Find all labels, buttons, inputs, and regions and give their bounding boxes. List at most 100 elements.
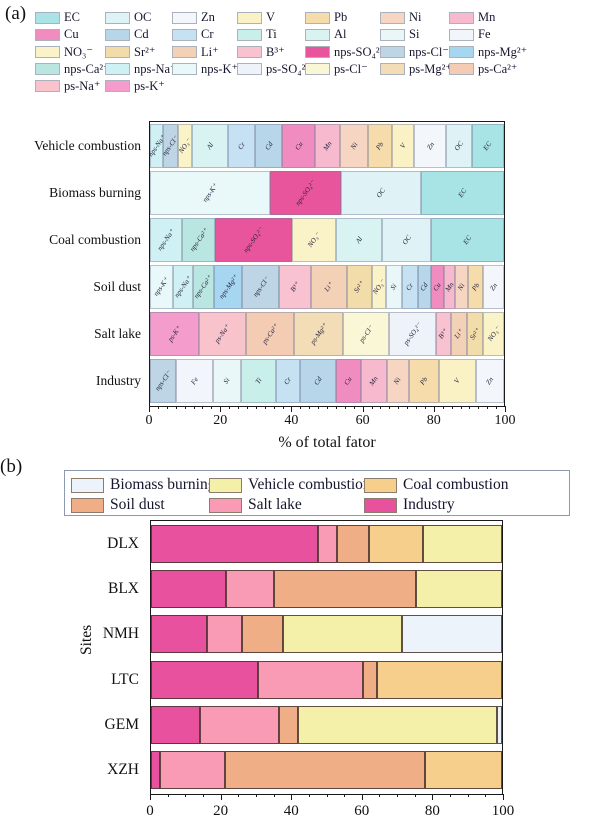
segment-label: nps-Na⁺ — [155, 227, 177, 252]
legend-swatch — [209, 477, 242, 493]
segment-label: nps-K⁺ — [152, 276, 171, 298]
bar-segment: nps-Cl⁻ — [242, 265, 280, 310]
chart-a-plot: nps-Na⁺ nps-Cl⁻ NO₃⁻ Al Cr Cd Cu Mn Ni Pb V Zn OC EC n… — [146, 121, 505, 407]
segment-label: Si — [388, 282, 399, 292]
legend-label: ps-SO₄²⁻ — [266, 62, 312, 77]
x-axis-minor-tick — [282, 405, 284, 409]
bar-segment: Cr — [401, 265, 418, 310]
x-axis-minor-tick — [380, 405, 382, 409]
x-axis-major-tick — [220, 405, 222, 412]
segment-label: B³⁺ — [288, 280, 302, 294]
bar-segment: Sr²⁺ — [466, 312, 483, 357]
legend-swatch — [71, 477, 104, 493]
legend-item: ps-Na⁺ — [35, 78, 100, 95]
bar-segment: Cd — [255, 123, 283, 168]
x-axis-minor-tick — [255, 405, 257, 409]
segment-label: ps-Cl⁻ — [357, 324, 375, 345]
segment-label: V — [398, 141, 408, 150]
bar-segment: NO₃⁻ — [482, 312, 504, 357]
x-axis-minor-tick — [255, 793, 257, 797]
legend-item: Si — [380, 26, 419, 43]
x-axis-minor-tick — [300, 405, 302, 409]
x-axis-minor-tick — [478, 405, 480, 409]
segment-label: EC — [461, 233, 474, 246]
legend-item: ps-SO₄²⁻ — [237, 61, 312, 78]
legend-swatch — [35, 80, 60, 93]
legend-swatch — [172, 11, 197, 24]
legend-label: Soil dust — [110, 496, 165, 513]
segment-label: NO₃⁻ — [177, 136, 193, 155]
legend-label: nps-SO₄²⁻ — [334, 44, 387, 59]
x-axis-major-tick — [432, 793, 434, 800]
x-axis-minor-tick — [335, 405, 337, 409]
segment-label: NO₃⁻ — [485, 325, 502, 344]
legend-item: Fe — [449, 26, 491, 43]
x-axis-minor-tick — [238, 793, 240, 797]
segment-label: Fe — [189, 376, 200, 387]
legend-label: Cu — [64, 27, 79, 42]
bar-segment — [226, 570, 274, 608]
legend-item: Soil dust — [71, 496, 165, 514]
bar-segment: NO₃⁻ — [371, 265, 387, 310]
segment-label: Ti — [253, 376, 264, 386]
bar-row-salt-lake: ps-K⁺ ps-Na⁺ ps-Ca²⁺ ps-Mg²⁺ ps-Cl⁻ ps-SO₄²⁻ B… — [150, 312, 504, 357]
x-axis-tick-label: 40 — [283, 802, 299, 819]
legend-item: Ti — [237, 26, 277, 43]
bar-segment: Mn — [314, 123, 341, 168]
bar-segment: ps-Ca²⁺ — [246, 312, 295, 357]
segment-label: Mn — [321, 139, 334, 152]
bar-segment — [273, 570, 416, 608]
category-label: Vehicle combustion — [34, 137, 141, 153]
x-axis-major-tick — [505, 405, 506, 412]
legend-swatch — [449, 28, 474, 41]
legend-swatch — [449, 63, 474, 76]
bar-segment: EC — [420, 170, 504, 215]
legend-item: ps-K⁺ — [105, 78, 165, 95]
bar-segment — [151, 751, 160, 790]
segment-label: Sr²⁺ — [468, 327, 482, 342]
legend-item: Pb — [305, 9, 347, 26]
bar-segment: Pb — [408, 359, 439, 404]
bar-segment: Cr — [227, 123, 256, 168]
x-axis-tick-label: 20 — [213, 412, 228, 428]
segment-label: Zn — [487, 281, 499, 293]
bar-segment: Sr²⁺ — [346, 265, 372, 310]
legend-item: V — [237, 9, 275, 26]
bar-segment: Li⁺ — [450, 312, 467, 357]
bar-segment: Ti — [241, 359, 277, 404]
legend-swatch — [380, 28, 405, 41]
bar-segment: ps-Cl⁻ — [343, 312, 390, 357]
legend-swatch — [105, 63, 130, 76]
segment-label: Ni — [392, 376, 403, 387]
legend-label: Li⁺ — [201, 44, 219, 59]
x-axis-minor-tick — [211, 405, 213, 409]
legend-swatch — [209, 497, 242, 513]
x-axis-major-tick — [291, 793, 293, 800]
segment-label: Al — [353, 235, 364, 245]
bar-row-xzh — [151, 751, 502, 790]
x-axis-minor-tick — [397, 793, 399, 797]
x-axis-major-tick — [361, 793, 363, 800]
legend-label: V — [266, 10, 276, 24]
legend-item: nps-Ca²⁺ — [35, 61, 110, 78]
bar-segment: nps-Ca²⁺ — [193, 265, 214, 310]
legend-swatch — [105, 45, 130, 58]
bar-segment: Ni — [340, 123, 368, 168]
bar-segment — [317, 524, 338, 563]
bar-segment — [207, 615, 243, 654]
legend-label: ps-K⁺ — [134, 79, 165, 94]
legend-label: ps-Na⁺ — [64, 79, 101, 94]
legend-item: Vehicle combustion — [209, 476, 371, 494]
legend-label: Vehicle combustion — [248, 476, 371, 493]
bar-segment — [200, 706, 280, 744]
x-axis-minor-tick — [167, 793, 169, 797]
legend-label: Biomass burning — [110, 476, 216, 493]
x-axis-tick-label: 100 — [491, 802, 515, 819]
legend-swatch — [172, 63, 197, 76]
bar-segment — [337, 524, 369, 563]
x-axis-minor-tick — [389, 405, 391, 409]
category-label: LTC — [111, 670, 139, 688]
x-axis-minor-tick — [344, 405, 346, 409]
legend-label: Zn — [201, 10, 215, 24]
